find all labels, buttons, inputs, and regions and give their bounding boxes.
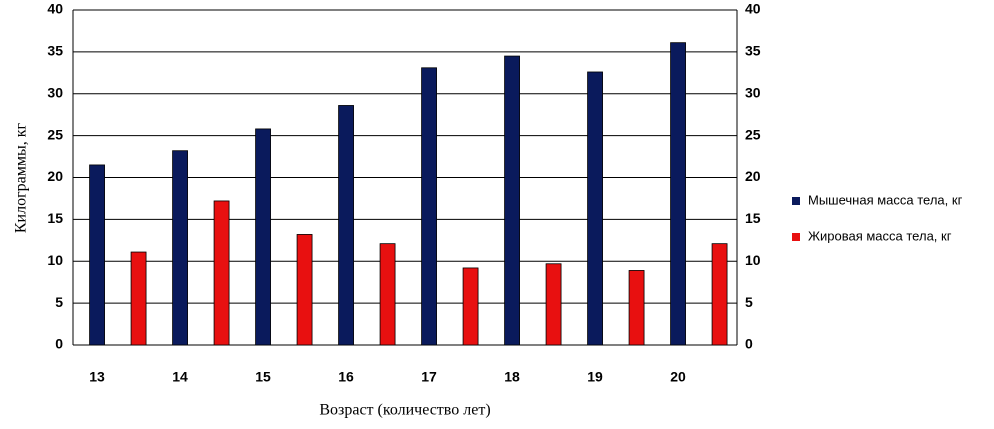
bar [255,128,271,346]
x-tick-label: 19 [587,369,603,385]
bar [296,234,313,346]
y2-tick-label: 35 [745,43,761,59]
bar [545,263,562,346]
bar [670,42,686,346]
bar [130,251,147,346]
y2-tick-label: 25 [745,126,761,142]
x-tick-label: 15 [255,369,271,385]
x-tick-label: 17 [421,369,437,385]
bar [338,105,354,346]
y2-tick-label: 15 [745,210,761,226]
bar [213,200,230,346]
y2-tick-label: 20 [745,168,761,184]
bar [711,243,728,346]
y2-tick-label: 0 [745,336,753,352]
bar [172,150,188,346]
y-tick-label: 25 [47,126,63,142]
y2-tick-label: 40 [745,1,761,17]
y2-tick-label: 10 [745,252,761,268]
x-tick-label: 20 [670,369,686,385]
legend-marker [792,233,800,241]
y-axis-title: Килограммы, кг [13,122,30,233]
y2-tick-label: 30 [745,84,761,100]
x-axis-title: Возраст (количество лет) [319,402,490,419]
bar [628,270,645,346]
x-tick-label: 18 [504,369,520,385]
legend-label: Мышечная масса тела, кг [808,192,963,207]
y-tick-label: 10 [47,252,63,268]
legend-label: Жировая масса тела, кг [808,228,952,243]
y-tick-label: 5 [55,294,63,310]
bar [379,243,396,346]
y-tick-label: 30 [47,84,63,100]
y-tick-label: 20 [47,168,63,184]
y-tick-label: 35 [47,43,63,59]
bar [89,164,105,346]
x-tick-label: 13 [89,369,105,385]
bar [462,267,479,346]
bar [421,67,437,346]
bar [504,55,520,346]
x-tick-label: 14 [172,369,188,385]
y-tick-label: 40 [47,1,63,17]
x-tick-label: 16 [338,369,354,385]
y2-tick-label: 5 [745,294,753,310]
legend-marker [792,197,800,205]
y-tick-label: 15 [47,210,63,226]
bar [587,71,603,346]
y-tick-label: 0 [55,336,63,352]
